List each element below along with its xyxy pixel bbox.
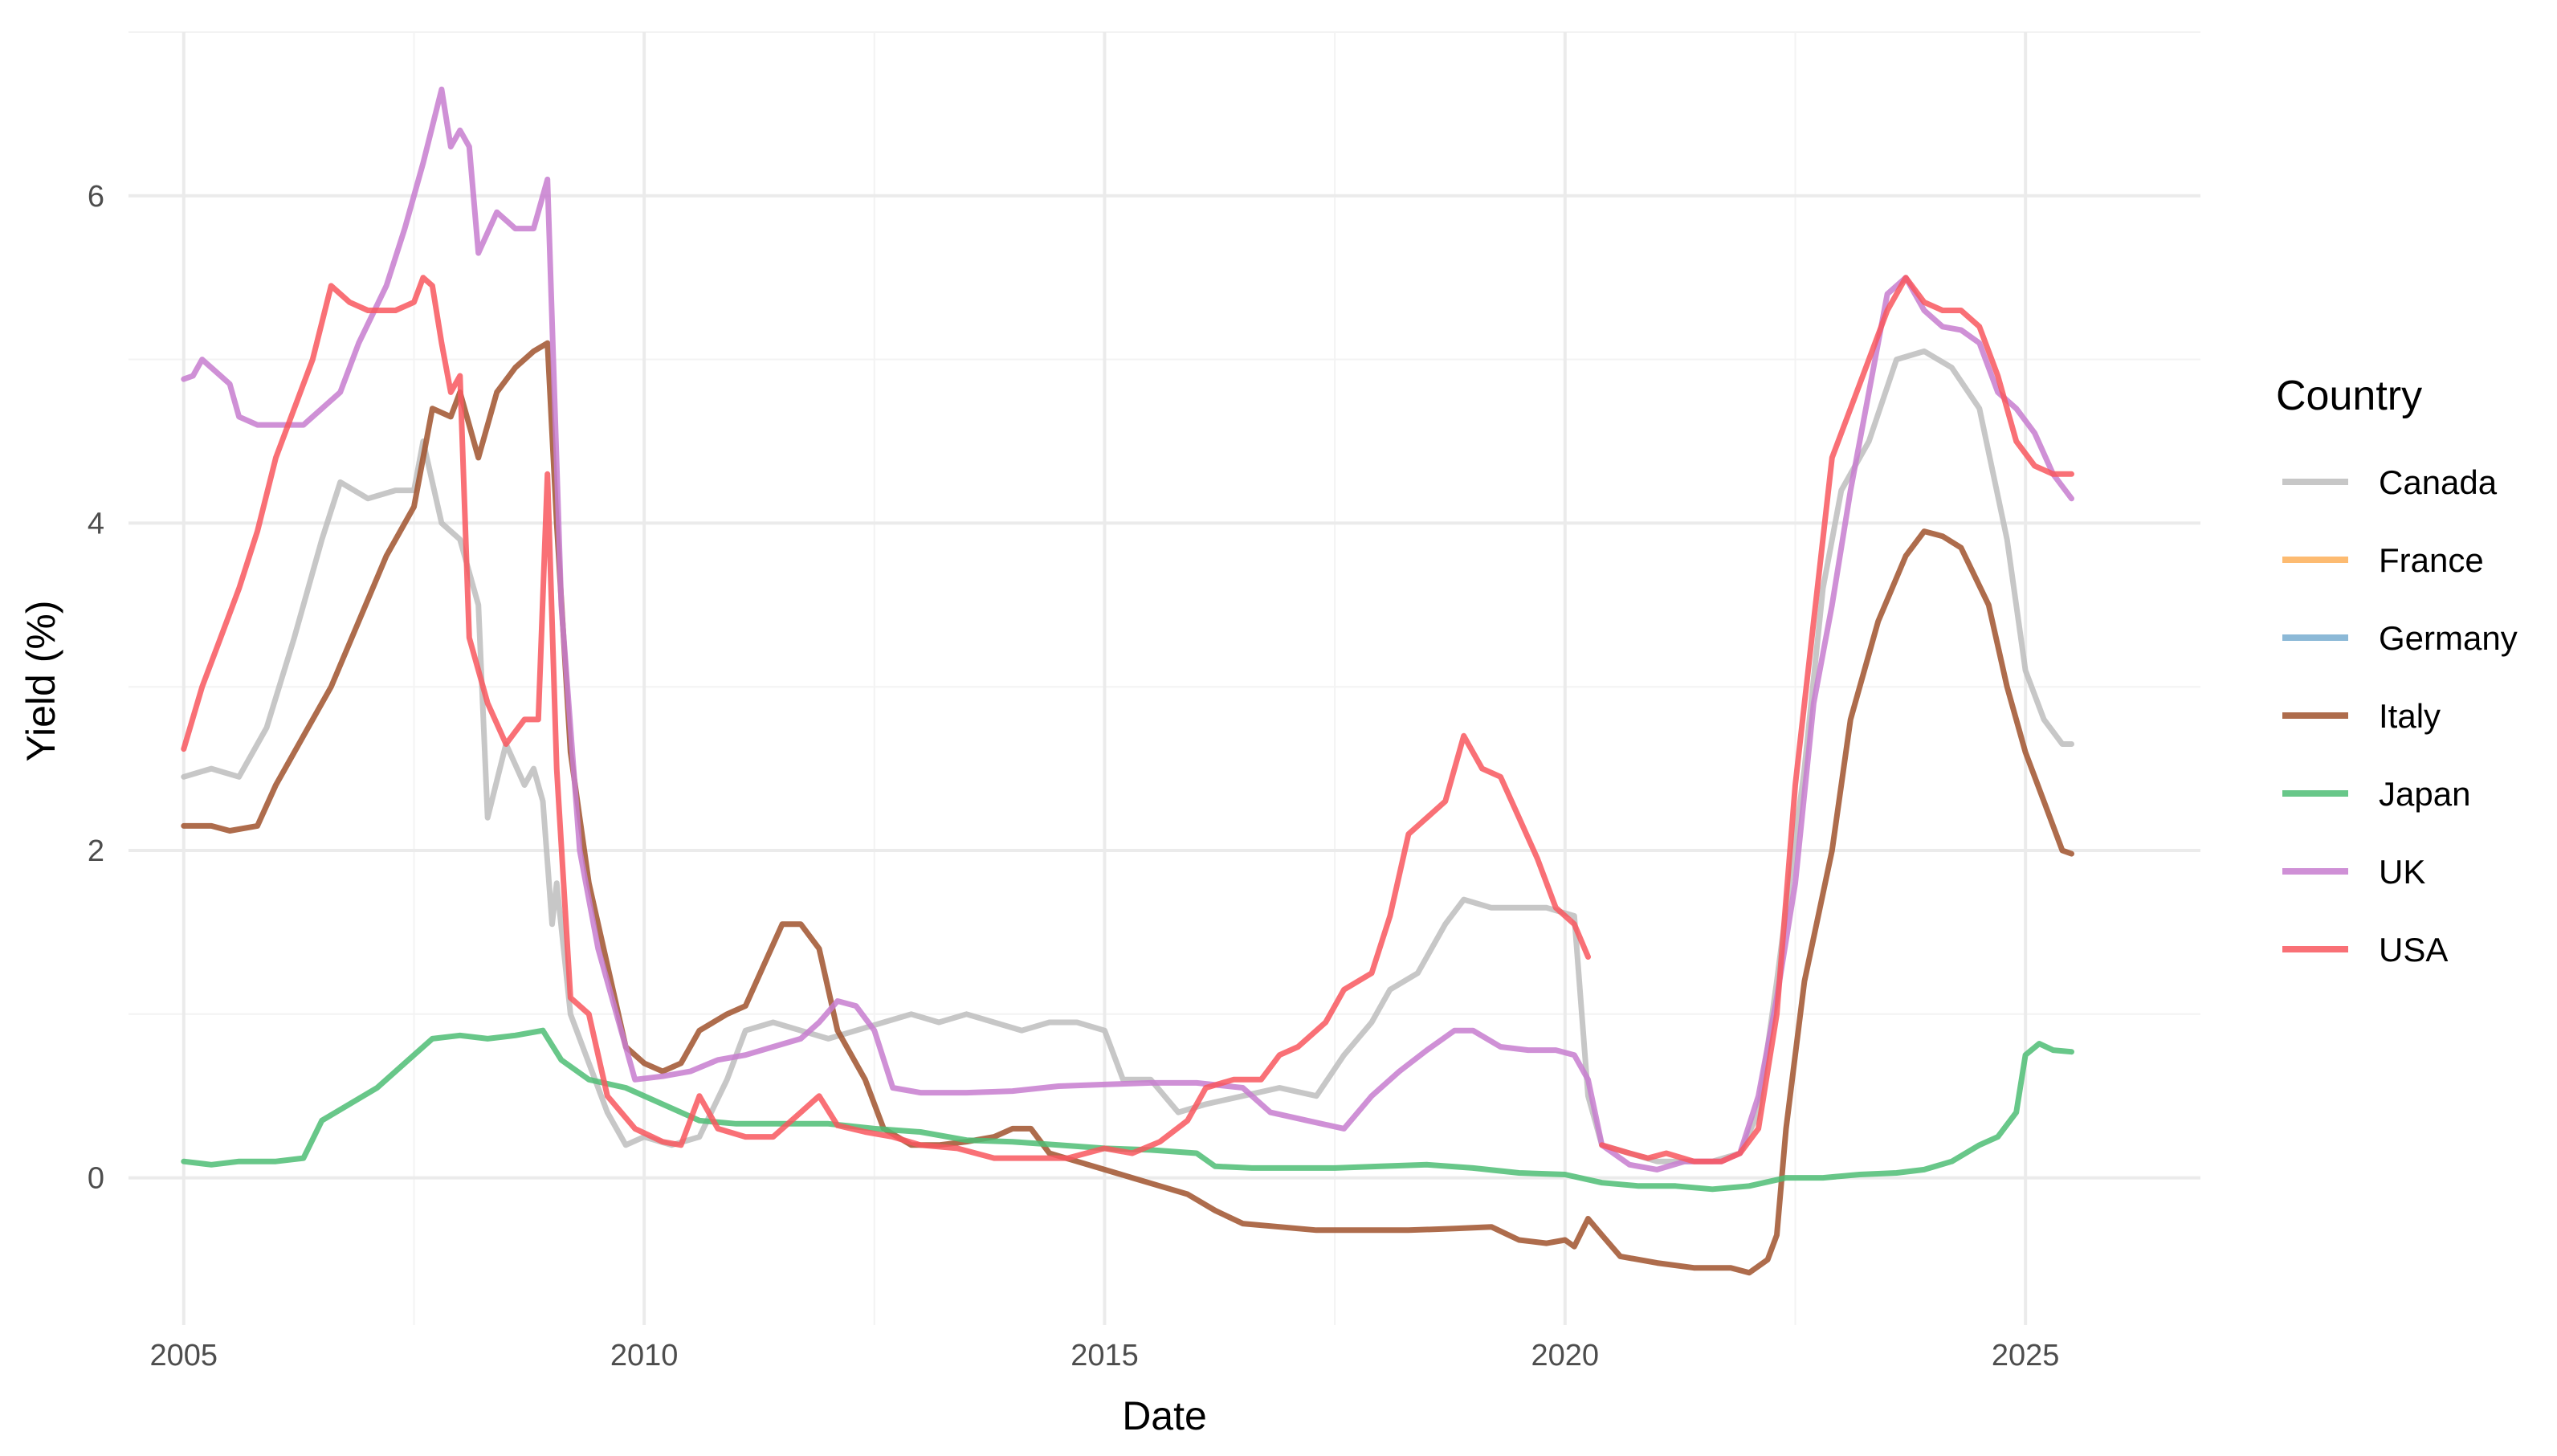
y-axis-tick-labels: 0 2 4 6 bbox=[88, 180, 104, 1196]
series-line-uk bbox=[181, 86, 2074, 1173]
x-tick-label: 2015 bbox=[1071, 1339, 1139, 1372]
y-tick-label: 2 bbox=[88, 834, 104, 868]
x-tick-label: 2020 bbox=[1531, 1339, 1600, 1372]
series-line-japan bbox=[181, 1027, 2074, 1193]
x-tick-label: 2025 bbox=[1992, 1339, 2060, 1372]
legend-label-germany: Germany bbox=[2379, 619, 2518, 657]
legend-title: Country bbox=[2276, 373, 2422, 419]
x-axis-tick-labels: 2005 2010 2015 2020 2025 bbox=[150, 1339, 2060, 1372]
legend-label-canada: Canada bbox=[2379, 463, 2498, 501]
legend-label-italy: Italy bbox=[2379, 697, 2441, 735]
legend: Country Canada France Germany Italy Japan UK U… bbox=[2276, 373, 2518, 969]
y-tick-label: 6 bbox=[88, 180, 104, 214]
major-gridlines bbox=[128, 32, 2200, 1325]
series-line-usa bbox=[1599, 275, 2074, 1164]
y-tick-label: 4 bbox=[88, 507, 104, 540]
x-tick-label: 2005 bbox=[150, 1339, 218, 1372]
x-tick-label: 2010 bbox=[610, 1339, 679, 1372]
legend-label-japan: Japan bbox=[2379, 775, 2470, 813]
legend-label-usa: USA bbox=[2379, 931, 2448, 969]
series-line-italy bbox=[181, 340, 2074, 1276]
legend-label-france: France bbox=[2379, 541, 2484, 579]
y-tick-label: 0 bbox=[88, 1162, 104, 1196]
series-line-canada bbox=[181, 348, 2074, 1164]
series-lines bbox=[181, 86, 2074, 1276]
x-axis-title: Date bbox=[1122, 1393, 1207, 1438]
series-line-usa bbox=[181, 275, 1591, 1161]
minor-gridlines bbox=[128, 31, 2200, 1325]
legend-label-uk: UK bbox=[2379, 853, 2425, 891]
y-axis-title: Yield (%) bbox=[18, 601, 63, 762]
